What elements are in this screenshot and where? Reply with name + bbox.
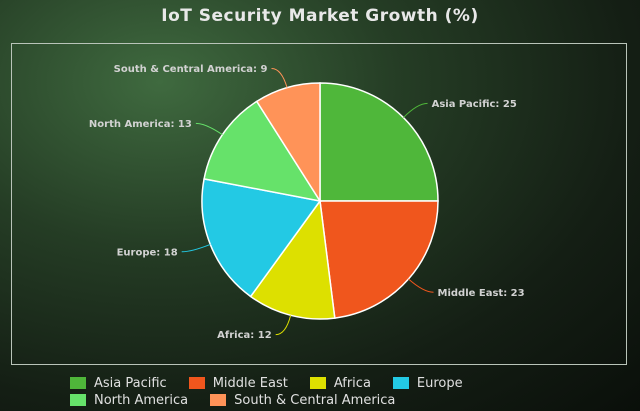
data-label-europe: Europe: 18 bbox=[117, 247, 178, 258]
data-label-south-and-central-america: South & Central America: 9 bbox=[114, 64, 268, 75]
legend-swatch bbox=[188, 377, 205, 389]
pie-slice-north-america[interactable] bbox=[203, 100, 322, 203]
legend-label: North America bbox=[94, 392, 189, 408]
pie-slice-europe[interactable] bbox=[201, 178, 322, 298]
legend-swatch bbox=[70, 394, 86, 406]
legend-item-europe[interactable]: Europe bbox=[392, 375, 463, 391]
data-label-middle-east: Middle East: 23 bbox=[438, 288, 525, 299]
legend-item-africa[interactable]: Africa bbox=[309, 375, 371, 391]
leader-line-asia-pacific bbox=[403, 102, 428, 118]
data-label-africa: Africa: 12 bbox=[217, 330, 272, 341]
legend: Asia Pacific Middle East Africa Europe North… bbox=[70, 375, 610, 408]
data-label-north-america: North America: 13 bbox=[89, 119, 192, 130]
legend-swatch bbox=[392, 377, 409, 389]
leader-line-north-america bbox=[195, 122, 223, 136]
plot-area bbox=[11, 43, 627, 365]
legend-label: Europe bbox=[416, 375, 463, 391]
pie-slice-middle-east[interactable] bbox=[319, 200, 439, 319]
legend-item-north-america[interactable]: North America bbox=[70, 392, 188, 408]
legend-swatch bbox=[309, 377, 326, 389]
legend-item-asia-pacific[interactable]: Asia Pacific bbox=[70, 375, 167, 391]
leader-line-south-and-central-america bbox=[271, 67, 288, 88]
leader-line-africa bbox=[275, 315, 292, 336]
pie-slice-asia-pacific[interactable] bbox=[319, 82, 439, 202]
chart-title: IoT Security Market Growth (%) bbox=[161, 6, 479, 26]
legend-label: Asia Pacific bbox=[94, 375, 167, 391]
leader-line-europe bbox=[181, 243, 211, 253]
legend-item-middle-east[interactable]: Middle East bbox=[188, 375, 288, 391]
legend-label: Africa bbox=[333, 375, 371, 391]
legend-swatch bbox=[210, 394, 227, 406]
legend-swatch bbox=[70, 377, 86, 389]
leader-line-middle-east bbox=[408, 278, 434, 293]
data-label-asia-pacific: Asia Pacific: 25 bbox=[432, 99, 517, 110]
legend-label: South & Central America bbox=[234, 392, 396, 408]
legend-item-south-and-central-america[interactable]: South & Central America bbox=[210, 392, 395, 408]
legend-label: Middle East bbox=[212, 375, 288, 391]
